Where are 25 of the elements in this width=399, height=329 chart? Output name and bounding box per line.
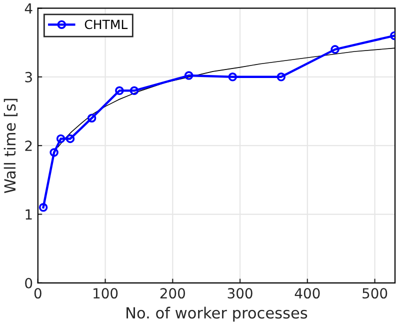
x-tick-label: 200 xyxy=(160,288,185,299)
point xyxy=(50,148,58,157)
y-tick-label: 4 xyxy=(24,3,32,14)
point xyxy=(56,134,66,144)
point xyxy=(184,71,194,80)
point xyxy=(87,114,96,122)
point xyxy=(115,86,124,96)
y-tick-label: 3 xyxy=(25,72,32,82)
x-tick-label: 0 xyxy=(34,288,42,299)
x-tick-label: 100 xyxy=(94,288,118,299)
x-tick-label: 500 xyxy=(362,288,388,299)
point xyxy=(38,203,48,212)
point xyxy=(228,72,238,82)
y-tick-label: 2 xyxy=(25,140,32,151)
x-axis-title: No. of worker processes xyxy=(126,306,308,322)
x-tick-label: 400 xyxy=(294,288,320,299)
y-tick-label: 0 xyxy=(25,278,32,288)
y-tick-label: 1 xyxy=(26,209,32,220)
point xyxy=(276,72,286,82)
point xyxy=(330,45,340,54)
legend-label: CHTML xyxy=(84,20,128,30)
y-axis-title: Wall time [s] xyxy=(4,98,18,194)
x-tick-label: 300 xyxy=(228,288,252,299)
point xyxy=(130,86,139,96)
point xyxy=(66,134,75,144)
